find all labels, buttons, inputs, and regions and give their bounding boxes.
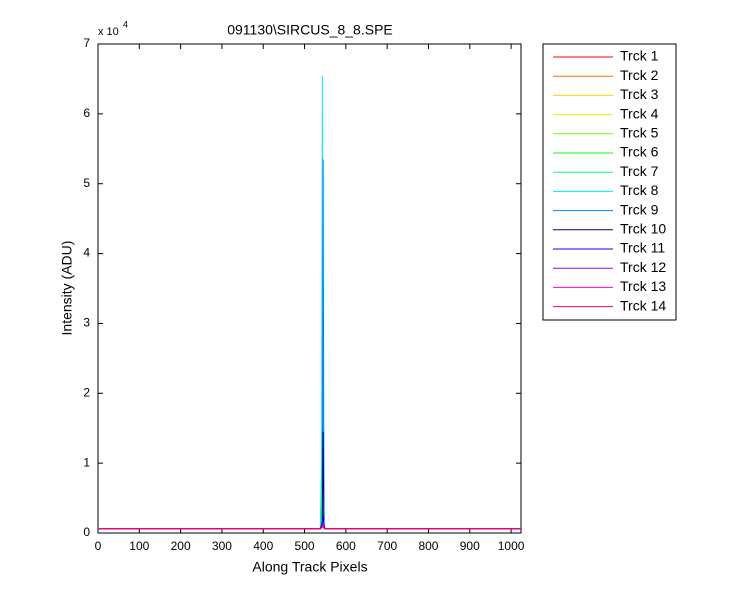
legend-label: Trck 11 <box>620 240 665 256</box>
y-tick-label: 1 <box>83 455 90 469</box>
y-tick-label: 5 <box>83 176 90 190</box>
legend-label: Trck 3 <box>620 86 659 102</box>
legend-label: Trck 7 <box>620 163 659 179</box>
x-tick-label: 500 <box>295 539 315 553</box>
x-tick-label: 400 <box>253 539 273 553</box>
chart-title: 091130\SIRCUS_8_8.SPE <box>227 22 393 38</box>
legend-label: Trck 9 <box>620 201 659 217</box>
x-tick-label: 300 <box>212 539 232 553</box>
legend-label: Trck 5 <box>620 125 659 141</box>
y-tick-label: 6 <box>83 106 90 120</box>
x-tick-label: 0 <box>95 539 102 553</box>
legend-label: Trck 10 <box>620 221 666 237</box>
x-axis-label: Along Track Pixels <box>252 559 367 575</box>
legend-label: Trck 4 <box>620 105 659 121</box>
x-tick-label: 600 <box>336 539 356 553</box>
x-tick-label: 200 <box>171 539 191 553</box>
y-tick-label: 3 <box>83 316 90 330</box>
x-tick-label: 700 <box>377 539 397 553</box>
x-tick-label: 800 <box>418 539 438 553</box>
legend-label: Trck 1 <box>620 48 659 64</box>
x-tick-label: 100 <box>129 539 149 553</box>
y-tick-label: 0 <box>83 525 90 539</box>
legend <box>542 43 677 321</box>
y-axis-label: Intensity (ADU) <box>59 241 75 336</box>
line-series <box>98 524 521 530</box>
y-tick-label: 4 <box>83 246 90 260</box>
y-multiplier: x 10 <box>98 26 119 38</box>
plot-area <box>97 43 522 534</box>
legend-label: Trck 12 <box>620 259 666 275</box>
x-tick-label: 900 <box>460 539 480 553</box>
legend-label: Trck 6 <box>620 144 659 160</box>
legend-label: Trck 14 <box>620 297 666 313</box>
y-tick-label: 7 <box>83 36 90 50</box>
legend-label: Trck 13 <box>620 278 666 294</box>
y-multiplier-exponent: 4 <box>123 19 128 29</box>
y-tick-label: 2 <box>83 385 90 399</box>
legend-label: Trck 8 <box>620 182 659 198</box>
x-tick-label: 1000 <box>498 539 525 553</box>
legend-label: Trck 2 <box>620 67 659 83</box>
